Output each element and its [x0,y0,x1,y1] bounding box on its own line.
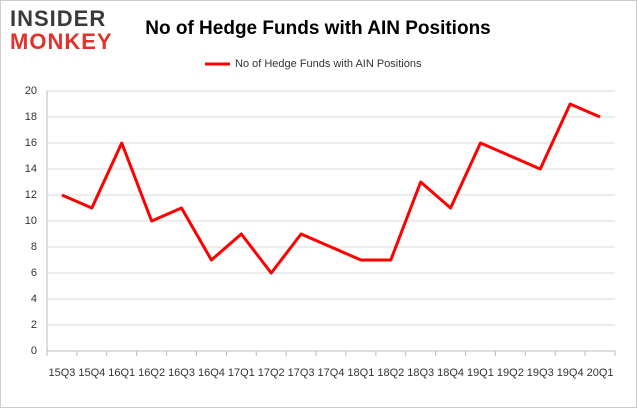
x-tick-label: 16Q3 [168,367,195,379]
legend-label: No of Hedge Funds with AIN Positions [235,58,422,70]
y-tick-label: 14 [25,163,37,175]
x-tick-label: 19Q3 [527,367,554,379]
x-tick-label: 15Q3 [48,367,75,379]
y-tick-label: 18 [25,111,37,123]
x-tick-label: 15Q4 [78,367,105,379]
y-tick-label: 12 [25,189,37,201]
x-tick-label: 16Q1 [108,367,135,379]
chart-title: No of Hedge Funds with AIN Positions [145,18,491,39]
x-tick-label: 17Q4 [318,367,345,379]
x-tick-label: 19Q4 [557,367,584,379]
y-tick-label: 16 [25,137,37,149]
x-tick-label: 16Q2 [138,367,165,379]
x-tick-label: 19Q1 [467,367,494,379]
y-tick-label: 0 [31,345,37,357]
x-tick-label: 20Q1 [587,367,614,379]
x-tick-label: 18Q2 [377,367,404,379]
x-tick-label: 19Q2 [497,367,524,379]
x-tick-label: 17Q2 [258,367,285,379]
x-tick-label: 18Q3 [407,367,434,379]
data-line [61,102,601,275]
y-tick-label: 4 [31,293,37,305]
x-tick-label: 16Q4 [198,367,225,379]
y-tick-label: 2 [31,319,37,331]
y-tick-label: 8 [31,241,37,253]
x-tick-label: 17Q1 [228,367,255,379]
x-tick-label: 17Q3 [288,367,315,379]
x-tick-label: 18Q4 [437,367,464,379]
y-tick-label: 6 [31,267,37,279]
x-tick-label: 18Q1 [347,367,374,379]
logo-top: INSIDER [10,6,106,31]
y-tick-label: 10 [25,215,37,227]
y-tick-label: 20 [25,85,37,97]
logo-bottom: MONKEY [10,29,113,54]
